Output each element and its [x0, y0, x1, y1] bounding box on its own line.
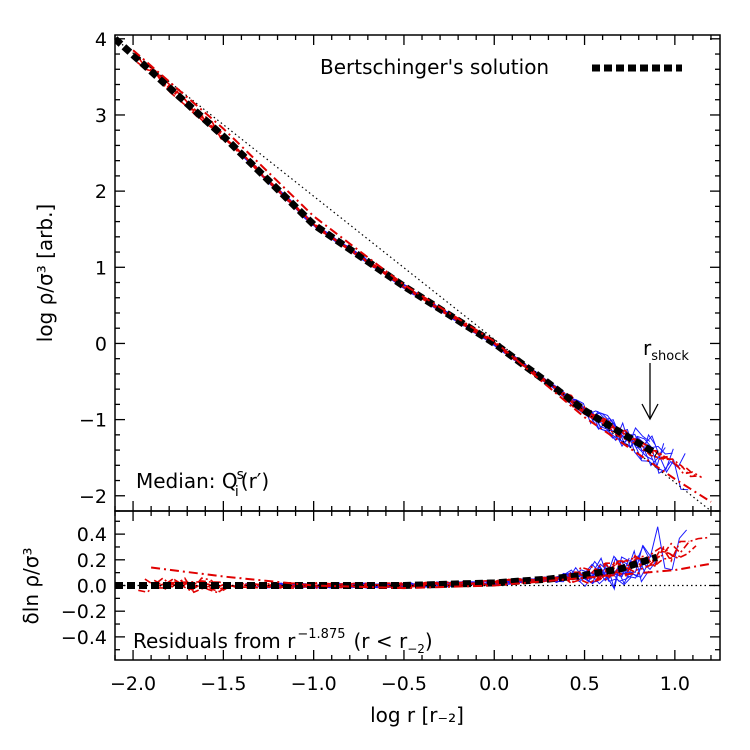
bottom-simulation-curve-blue	[245, 526, 687, 591]
bottom-series-thick-dotted-black	[115, 553, 658, 589]
bottom-y-tick-label: 0.2	[77, 550, 107, 572]
top-series-thick-dotted-black	[115, 36, 659, 457]
bottom-simulation-curve-red	[138, 540, 690, 594]
top-simulation-curve-red	[134, 54, 696, 477]
median-annotation-arg: (r′)	[241, 469, 269, 493]
x-tick-label: 0.5	[569, 673, 599, 695]
shock-radius-label: rshock	[643, 336, 689, 364]
top-y-tick-label: 4	[95, 29, 107, 51]
top-simulation-curve-red	[137, 56, 663, 456]
shock-radius-label-main: r	[643, 336, 652, 360]
top-axis-ticks: −2 −1 0 1 2 3 4	[79, 29, 720, 512]
top-y-tick-label: 0	[95, 333, 107, 355]
top-y-tick-label: −1	[79, 410, 107, 432]
residuals-annotation: Residuals from r −1.875 (r < r−2)	[133, 627, 433, 656]
median-annotation-text: Median: Q	[136, 469, 238, 493]
median-annotation: Median: Qs i (r′)	[136, 467, 269, 500]
bottom-panel: −2.0 −1.5 −1.0 −0.5 0.0 0.5 1.0 −0.4 −0.2 0.0 0.2 0…	[19, 510, 721, 727]
bottom-series-red-dashdot	[150, 562, 712, 590]
bottom-y-tick-label: 0.4	[77, 524, 107, 546]
x-tick-label: −0.5	[381, 673, 427, 695]
median-annotation-sup: s	[237, 467, 244, 483]
residuals-annotation-text: Residuals from r	[133, 629, 296, 653]
shock-radius-arrow-head	[641, 403, 659, 421]
top-y-tick-label: −2	[79, 486, 107, 508]
top-series-red-dashdot	[132, 49, 712, 503]
bottom-y-tick-label: −0.4	[61, 627, 107, 649]
shock-radius-label-sub: shock	[651, 349, 689, 364]
bottom-simulation-curve-red	[166, 554, 673, 593]
top-simulation-curve-red	[136, 61, 653, 454]
bottom-y-axis-label: δln ρ/σ³	[19, 548, 43, 625]
residuals-annotation-tail-sub: −2	[407, 642, 425, 656]
x-tick-label: −1.5	[200, 673, 246, 695]
x-tick-label: 0.0	[479, 673, 509, 695]
bottom-plot-frame	[114, 510, 721, 661]
x-tick-label: 1.0	[660, 673, 690, 695]
residuals-annotation-tail: (r < r	[353, 629, 407, 653]
x-tick-label: −1.0	[291, 673, 337, 695]
top-panel: −2 −1 0 1 2 3 4 log ρ/σ³ [arb.] Bertschinger's…	[33, 29, 721, 512]
top-series-thin-dotted-black	[115, 38, 712, 511]
top-simulation-curve-blue	[267, 181, 673, 455]
top-simulation-curve-blue	[259, 173, 651, 447]
bottom-y-tick-label: 0.0	[77, 576, 107, 598]
top-y-tick-label: 3	[95, 105, 107, 127]
top-simulation-curve-red	[159, 74, 703, 479]
x-axis-label: log r [r₋₂]	[370, 703, 464, 727]
x-tick-label: −2.0	[110, 673, 156, 695]
top-y-tick-label: 2	[95, 181, 107, 203]
legend-label: Bertschinger's solution	[320, 55, 549, 79]
top-simulation-curve-blue	[241, 155, 625, 436]
top-plot-lines	[115, 36, 712, 511]
top-simulation-curve-red	[166, 81, 700, 478]
top-y-axis-label: log ρ/σ³ [arb.]	[33, 204, 57, 342]
top-y-tick-label: 1	[95, 257, 107, 279]
bottom-plot-lines	[115, 526, 720, 594]
residuals-annotation-close: )	[425, 629, 433, 653]
top-simulation-curve-red	[160, 79, 667, 460]
median-annotation-sub: i	[235, 484, 239, 500]
bottom-axis-ticks: −2.0 −1.5 −1.0 −0.5 0.0 0.5 1.0 −0.4 −0.2 0.0 0.2 0…	[61, 511, 720, 695]
bottom-y-tick-label: −0.2	[61, 601, 107, 623]
residuals-annotation-exponent: −1.875	[297, 627, 345, 642]
top-simulation-curve-blue	[244, 157, 686, 472]
